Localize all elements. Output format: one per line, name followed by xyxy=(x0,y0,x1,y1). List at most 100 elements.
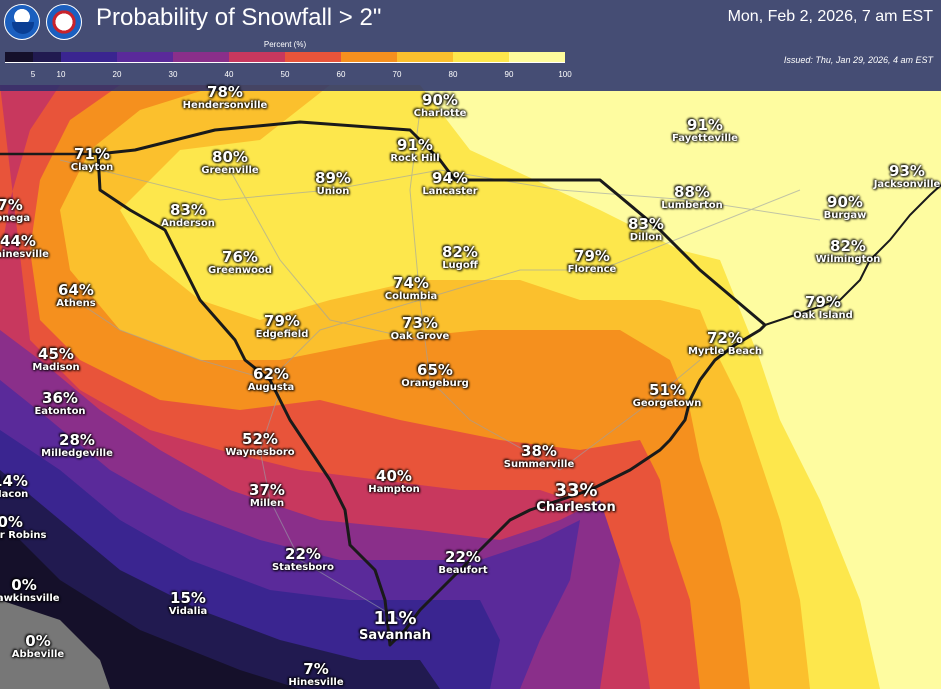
city-probability: 79% xyxy=(264,312,300,330)
city-name: Hawkinsville xyxy=(0,592,60,604)
city-label-athens: 64% Athens xyxy=(56,281,96,309)
city-probability: 14% xyxy=(0,472,28,490)
city-name: Dillon xyxy=(629,231,663,243)
city-name: Millen xyxy=(249,497,285,509)
colorbar-tick-label: 50 xyxy=(280,70,290,79)
city-name: Anderson xyxy=(161,217,215,229)
colorbar-segment xyxy=(397,52,453,62)
city-name: Lancaster xyxy=(422,185,478,197)
colorbar xyxy=(5,52,565,62)
city-name: Edgefield xyxy=(255,328,309,340)
colorbar-segment xyxy=(341,52,397,62)
city-label-tonega: 7%Tonega xyxy=(0,197,31,224)
city-probability: 89% xyxy=(315,169,351,187)
city-name: Vidalia xyxy=(168,605,208,617)
city-probability: 7% xyxy=(303,660,329,678)
colorbar-segment xyxy=(33,52,61,62)
city-name: Madison xyxy=(32,361,80,373)
noaa-logo-icon xyxy=(4,4,40,40)
city-name: Lugoff xyxy=(442,259,478,271)
city-probability: 38% xyxy=(521,442,557,460)
city-label-jacksonville: 93% Jacksonville xyxy=(874,163,941,190)
city-label-greenville: 80% Greenville xyxy=(201,149,258,176)
city-probability: 37% xyxy=(249,481,285,499)
city-probability: 64% xyxy=(58,281,94,299)
road-network xyxy=(59,109,821,621)
city-name: Waynesboro xyxy=(225,446,295,458)
city-probability: 65% xyxy=(417,361,453,379)
city-probability: 45% xyxy=(38,345,74,363)
colorbar-tick-label: 5 xyxy=(30,70,36,79)
city-label-florence: 79% Florence xyxy=(568,248,617,275)
city-probability: 83% xyxy=(628,215,664,233)
valid-time: Mon, Feb 2, 2026, 7 am EST xyxy=(727,8,933,25)
city-name: Milledgeville xyxy=(41,447,113,459)
city-probability: 0% xyxy=(11,576,37,594)
city-probability: 36% xyxy=(42,389,78,407)
colorbar-tick-label: 20 xyxy=(112,70,122,79)
city-label-waynesboro: 52% Waynesboro xyxy=(225,430,295,458)
city-label-summerville: 38% Summerville xyxy=(504,442,574,470)
colorbar-segment xyxy=(117,52,173,62)
no-data-area xyxy=(0,600,110,689)
city-name: Tonega xyxy=(0,212,31,224)
city-name: Union xyxy=(316,185,350,197)
city-name: Charlotte xyxy=(413,107,467,119)
colorbar-tick-label: 10 xyxy=(56,70,66,79)
city-label-lancaster: 94% Lancaster xyxy=(422,169,478,197)
colorbar-tick-label: 100 xyxy=(558,70,572,79)
city-name: Hampton xyxy=(368,483,420,495)
issued-time: Issued: Thu, Jan 29, 2026, 4 am EST xyxy=(783,55,933,65)
city-probability: 90% xyxy=(422,91,458,109)
city-name: Warner Robins xyxy=(0,529,47,541)
city-label-fayetteville: 91% Fayetteville xyxy=(672,116,738,144)
city-probability: 52% xyxy=(242,430,278,448)
city-probability: 79% xyxy=(805,293,841,311)
city-name: Charleston xyxy=(536,499,616,515)
city-name: Eatonton xyxy=(34,405,86,417)
city-label-hinesville: 7% Hinesville xyxy=(288,660,343,688)
city-probability: 33% xyxy=(554,480,598,501)
city-name: Oak Island xyxy=(793,309,853,321)
city-probability: 82% xyxy=(830,237,866,255)
city-probability: 90% xyxy=(827,193,863,211)
city-probability: 44% xyxy=(0,232,36,250)
city-label-lugoff: 82% Lugoff xyxy=(442,243,478,271)
city-label-greenwood: 76% Greenwood xyxy=(208,248,272,276)
city-probability: 28% xyxy=(59,431,95,449)
city-probability: 40% xyxy=(376,467,412,485)
city-probability: 91% xyxy=(687,116,723,134)
city-label-eatonton: 36% Eatonton xyxy=(34,389,86,417)
city-name: Orangeburg xyxy=(401,377,469,389)
colorbar-title: Percent (%) xyxy=(263,40,307,49)
colorbar-tick-label: 80 xyxy=(448,70,458,79)
map-title: Probability of Snowfall > 2" xyxy=(96,4,382,31)
city-probability: 82% xyxy=(442,243,478,261)
colorbar-tick-label: 60 xyxy=(336,70,346,79)
city-probability: 78% xyxy=(207,83,243,101)
city-probability: 76% xyxy=(222,248,258,266)
city-label-hawkinsville: 0%Hawkinsville xyxy=(0,576,60,604)
city-name: Athens xyxy=(56,297,96,309)
city-label-hendersonville: 78% Hendersonville xyxy=(183,83,268,111)
city-label-oak-island: 79% Oak Island xyxy=(793,293,853,321)
city-probability: 94% xyxy=(432,169,468,187)
colorbar-segment xyxy=(229,52,285,62)
city-name: Myrtle Beach xyxy=(687,345,763,357)
colorbar-tick-label: 30 xyxy=(168,70,178,79)
colorbar-segment xyxy=(453,52,509,62)
city-probability: 0% xyxy=(25,632,51,650)
colorbar-segment xyxy=(61,52,117,62)
city-label-georgetown: 51% Georgetown xyxy=(633,381,702,409)
city-probability: 10% xyxy=(0,513,23,531)
city-probability: 51% xyxy=(649,381,685,399)
city-label-wilmington: 82% Wilmington xyxy=(816,237,881,265)
city-label-rock-hill: 91% Rock Hill xyxy=(390,137,439,164)
city-label-anderson: 83% Anderson xyxy=(161,202,215,229)
city-probability: 62% xyxy=(253,365,289,383)
city-label-warner-robins: 10%Warner Robins xyxy=(0,513,47,541)
city-name: Fayetteville xyxy=(672,132,738,144)
city-label-myrtle-beach: 72% Myrtle Beach xyxy=(687,330,763,357)
